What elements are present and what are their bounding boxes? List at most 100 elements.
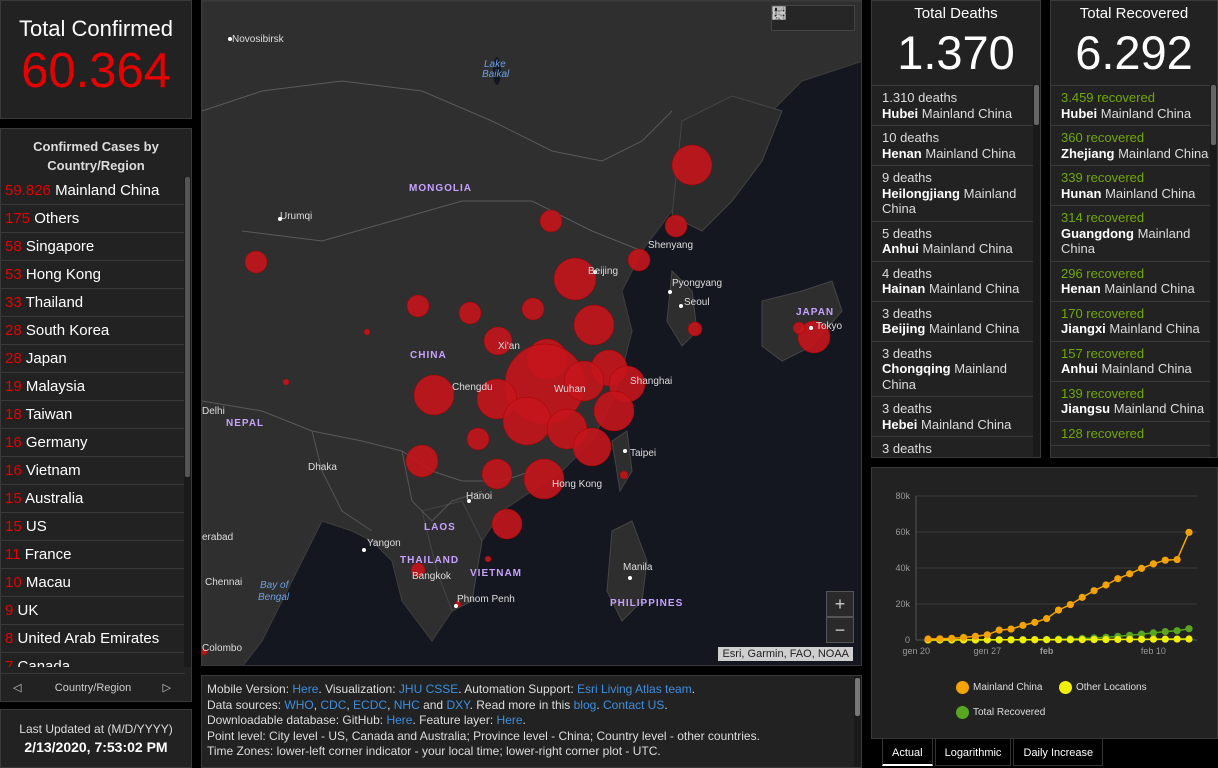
jhu-csse-link[interactable]: JHU CSSE: [398, 682, 459, 696]
data-point[interactable]: [983, 631, 991, 639]
map-canvas[interactable]: [202, 1, 862, 666]
country-row[interactable]: 8 United Arab Emirates: [1, 625, 185, 653]
country-list-scrollbar[interactable]: [184, 177, 191, 667]
deaths-row[interactable]: 1.310 deaths Hubei Mainland China: [872, 86, 1035, 126]
data-point[interactable]: [1137, 635, 1146, 643]
deaths-row[interactable]: 5 deaths Anhui Mainland China: [872, 222, 1035, 262]
recovered-row[interactable]: 157 recovered Anhui Mainland China: [1051, 342, 1214, 382]
data-point[interactable]: [1149, 629, 1158, 637]
data-point[interactable]: [1173, 635, 1181, 643]
data-point[interactable]: [948, 634, 956, 642]
tab-daily-increase[interactable]: Daily Increase: [1013, 738, 1104, 766]
recovered-row[interactable]: 170 recovered Jiangxi Mainland China: [1051, 302, 1214, 342]
country-row[interactable]: 16 Vietnam: [1, 457, 185, 485]
recovered-row[interactable]: 3.459 recovered Hubei Mainland China: [1051, 86, 1214, 126]
data-point[interactable]: [1137, 630, 1146, 638]
data-point[interactable]: [1054, 606, 1063, 614]
map[interactable]: Novosibirsk Lake Baikal MONGOLIA Urumqi …: [201, 0, 862, 666]
tab-actual[interactable]: Actual: [882, 738, 933, 766]
recovered-row[interactable]: 139 recovered Jiangsu Mainland China: [1051, 382, 1214, 422]
deaths-list[interactable]: 1.310 deaths Hubei Mainland China 10 death…: [872, 85, 1035, 459]
data-point[interactable]: [1007, 625, 1015, 633]
country-row[interactable]: 15 US: [1, 513, 185, 541]
legend-mainland-china[interactable]: Mainland China: [956, 681, 1043, 694]
country-row[interactable]: 175 Others: [1, 205, 185, 233]
data-point[interactable]: [995, 626, 1003, 634]
info-scroll-thumb[interactable]: [855, 678, 860, 716]
data-point[interactable]: [1090, 635, 1098, 644]
ecdc-link[interactable]: ECDC: [353, 697, 388, 712]
github-link[interactable]: Here: [386, 713, 413, 727]
country-row[interactable]: 18 Taiwan: [1, 401, 185, 429]
mobile-version-link[interactable]: Here: [292, 682, 319, 696]
country-list[interactable]: 59.826 Mainland China 175 Others 58 Singap…: [1, 177, 185, 667]
data-point[interactable]: [1066, 600, 1074, 609]
feature-layer-link[interactable]: Here: [496, 713, 523, 727]
blog-link[interactable]: blog: [573, 697, 597, 712]
country-row[interactable]: 11 France: [1, 541, 185, 569]
grid-icon[interactable]: [772, 6, 854, 30]
deaths-row[interactable]: 4 deaths Hainan Mainland China: [872, 262, 1035, 302]
recovered-row[interactable]: 314 recovered Guangdong Mainland China: [1051, 206, 1214, 262]
data-point[interactable]: [1149, 635, 1158, 643]
data-point[interactable]: [1114, 575, 1122, 583]
zoom-out-button[interactable]: −: [826, 617, 854, 643]
data-point[interactable]: [1185, 528, 1193, 536]
recovered-row[interactable]: 128 recovered: [1051, 422, 1214, 446]
esri-link[interactable]: Esri Living Atlas team: [577, 682, 692, 696]
nhc-link[interactable]: NHC: [393, 697, 420, 712]
recovered-row[interactable]: 339 recovered Hunan Mainland China: [1051, 166, 1214, 206]
country-list-scroll-thumb[interactable]: [185, 177, 190, 477]
data-point[interactable]: [1161, 635, 1169, 643]
who-link[interactable]: WHO: [284, 697, 314, 712]
data-point[interactable]: [1043, 615, 1051, 623]
deaths-row[interactable]: 3 deaths: [872, 437, 1035, 459]
tab-logarithmic[interactable]: Logarithmic: [934, 738, 1012, 766]
data-point[interactable]: [971, 632, 980, 640]
data-point[interactable]: [1102, 635, 1110, 644]
data-point[interactable]: [1078, 636, 1086, 644]
data-point[interactable]: [1102, 581, 1110, 589]
data-point[interactable]: [1031, 618, 1039, 626]
data-point[interactable]: [1173, 555, 1181, 564]
deaths-scrollbar[interactable]: [1033, 85, 1040, 457]
deaths-row[interactable]: 3 deaths Chongqing Mainland China: [872, 342, 1035, 397]
data-point[interactable]: [1173, 627, 1181, 635]
country-row[interactable]: 15 Australia: [1, 485, 185, 513]
data-point[interactable]: [1066, 636, 1074, 644]
zoom-in-button[interactable]: +: [826, 591, 854, 617]
data-point[interactable]: [1114, 635, 1122, 644]
country-row[interactable]: 9 UK: [1, 597, 185, 625]
list-icon[interactable]: [773, 6, 826, 30]
deaths-row[interactable]: 3 deaths Hebei Mainland China: [872, 397, 1035, 437]
data-point[interactable]: [1078, 593, 1086, 601]
data-point[interactable]: [1090, 587, 1098, 595]
cdc-link[interactable]: CDC: [320, 697, 347, 712]
contact-us-link[interactable]: Contact US: [602, 697, 665, 712]
data-point[interactable]: [1054, 636, 1063, 644]
data-point[interactable]: [1126, 570, 1134, 578]
data-point[interactable]: [1185, 635, 1193, 643]
country-row[interactable]: 16 Germany: [1, 429, 185, 457]
legend-other-locations[interactable]: Other Locations: [1059, 681, 1147, 694]
data-point[interactable]: [1149, 560, 1158, 568]
country-row[interactable]: 19 Malaysia: [1, 373, 185, 401]
recovered-row[interactable]: 360 recovered Zhejiang Mainland China: [1051, 126, 1214, 166]
country-row[interactable]: 33 Thailand: [1, 289, 185, 317]
next-icon[interactable]: ▷: [162, 682, 171, 694]
country-row[interactable]: 58 Singapore: [1, 233, 185, 261]
data-point[interactable]: [1161, 627, 1169, 636]
data-point[interactable]: [1137, 564, 1146, 572]
data-point[interactable]: [1031, 636, 1039, 644]
data-point[interactable]: [1161, 556, 1169, 564]
deaths-row[interactable]: 10 deaths Henan Mainland China: [872, 126, 1035, 166]
recovered-scrollbar[interactable]: [1210, 85, 1217, 457]
data-point[interactable]: [1019, 621, 1027, 629]
data-point[interactable]: [1126, 635, 1134, 643]
data-point[interactable]: [995, 636, 1003, 644]
recovered-list[interactable]: 3.459 recovered Hubei Mainland China 360 r…: [1051, 85, 1214, 459]
dxy-link[interactable]: DXY: [446, 697, 470, 712]
country-row[interactable]: 59.826 Mainland China: [1, 177, 185, 205]
deaths-scroll-thumb[interactable]: [1034, 85, 1039, 125]
legend-total-recovered[interactable]: Total Recovered: [956, 706, 1045, 719]
